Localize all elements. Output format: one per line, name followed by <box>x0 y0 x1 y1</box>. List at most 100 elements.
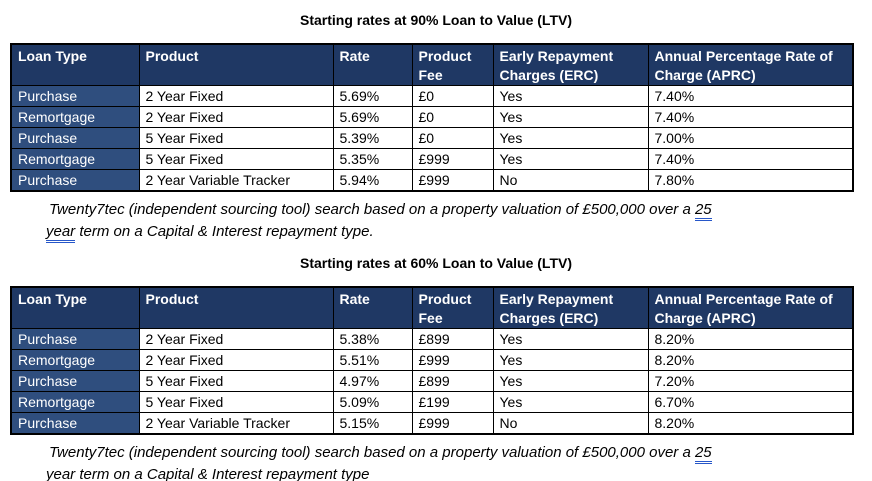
column-header-product: Product <box>138 286 334 329</box>
cell-aprc: 7.20% <box>647 370 854 392</box>
cell-product-fee: £999 <box>411 349 494 371</box>
cell-product: 5 Year Fixed <box>138 148 334 170</box>
table-row: Purchase 5 Year Fixed 5.39% £0 Yes 7.00% <box>10 127 854 149</box>
column-header-product-fee: Product Fee <box>411 43 494 86</box>
cell-erc: Yes <box>492 148 649 170</box>
cell-aprc: 7.40% <box>647 148 854 170</box>
cell-rate: 4.97% <box>332 370 413 392</box>
cell-rate: 5.38% <box>332 328 413 350</box>
cell-rate: 5.94% <box>332 169 413 192</box>
cell-erc: Yes <box>492 370 649 392</box>
table-row: Purchase 2 Year Variable Tracker 5.94% £999… <box>10 169 854 192</box>
ltv-90-section: Starting rates at 90% Loan to Value (LTV… <box>0 12 872 243</box>
cell-rate: 5.69% <box>332 106 413 128</box>
table-row: Purchase 5 Year Fixed 4.97% £899 Yes 7.20% <box>10 370 854 392</box>
ltv-60-section: Starting rates at 60% Loan to Value (LTV… <box>0 255 872 481</box>
cell-rate: 5.35% <box>332 148 413 170</box>
cell-product: 5 Year Fixed <box>138 370 334 392</box>
cell-rate: 5.39% <box>332 127 413 149</box>
column-header-rate: Rate <box>332 43 413 86</box>
cell-rate: 5.69% <box>332 85 413 107</box>
cell-rate: 5.15% <box>332 412 413 435</box>
cell-erc: Yes <box>492 391 649 413</box>
column-header-product-fee: Product Fee <box>411 286 494 329</box>
table-title: Starting rates at 60% Loan to Value (LTV… <box>299 255 572 271</box>
cell-aprc: 7.00% <box>647 127 854 149</box>
cell-aprc: 8.20% <box>647 328 854 350</box>
cell-aprc: 7.40% <box>647 106 854 128</box>
column-header-erc: Early Repayment Charges (ERC) <box>492 286 649 329</box>
row-label-cell: Purchase <box>10 127 140 149</box>
row-label-cell: Purchase <box>10 85 140 107</box>
row-label-cell: Purchase <box>10 328 140 350</box>
cell-aprc: 8.20% <box>647 349 854 371</box>
cell-product: 2 Year Fixed <box>138 349 334 371</box>
table-row: Purchase 2 Year Fixed 5.69% £0 Yes 7.40% <box>10 85 854 107</box>
rates-table: Loan Type Product Rate Product Fee Early Rep… <box>10 43 854 192</box>
cell-erc: Yes <box>492 85 649 107</box>
header-row: Loan Type Product Rate Product Fee Early Rep… <box>10 286 854 329</box>
grammar-underlined-word: 25 <box>694 444 712 464</box>
cell-erc: Yes <box>492 127 649 149</box>
row-label-cell: Remortgage <box>10 148 140 170</box>
grammar-underlined-word: year <box>46 466 76 481</box>
source-note-text: Twenty7tec (independent sourcing tool) s… <box>49 444 695 461</box>
rates-table: Loan Type Product Rate Product Fee Early Rep… <box>10 286 854 435</box>
source-note: Twenty7tec (independent sourcing tool) s… <box>46 442 852 481</box>
table-row: Remortgage 5 Year Fixed 5.09% £199 Yes 6.70% <box>10 391 854 413</box>
rates-tables-container: Starting rates at 90% Loan to Value (LTV… <box>0 12 872 481</box>
cell-aprc: 8.20% <box>647 412 854 435</box>
cell-erc: Yes <box>492 349 649 371</box>
cell-product: 5 Year Fixed <box>138 391 334 413</box>
cell-product-fee: £0 <box>411 85 494 107</box>
table-row: Remortgage 2 Year Fixed 5.69% £0 Yes 7.40% <box>10 106 854 128</box>
table-row: Remortgage 5 Year Fixed 5.35% £999 Yes 7.40% <box>10 148 854 170</box>
table-row: Purchase 2 Year Fixed 5.38% £899 Yes 8.20% <box>10 328 854 350</box>
row-label-cell: Remortgage <box>10 391 140 413</box>
row-label-cell: Purchase <box>10 412 140 435</box>
source-note: Twenty7tec (independent sourcing tool) s… <box>46 199 852 243</box>
cell-product-fee: £899 <box>411 328 494 350</box>
source-note-text: Twenty7tec (independent sourcing tool) s… <box>49 201 695 218</box>
cell-aprc: 6.70% <box>647 391 854 413</box>
cell-product: 2 Year Variable Tracker <box>138 412 334 435</box>
cell-product-fee: £999 <box>411 412 494 435</box>
grammar-underlined-word: year <box>46 223 76 243</box>
cell-erc: Yes <box>492 328 649 350</box>
cell-product: 2 Year Fixed <box>138 106 334 128</box>
cell-product: 5 Year Fixed <box>138 127 334 149</box>
source-note-text: term on a Capital & Interest repayment t… <box>75 223 374 240</box>
column-header-product: Product <box>138 43 334 86</box>
cell-erc: No <box>492 412 649 435</box>
cell-product-fee: £999 <box>411 148 494 170</box>
cell-product-fee: £899 <box>411 370 494 392</box>
cell-rate: 5.51% <box>332 349 413 371</box>
row-label-cell: Purchase <box>10 169 140 192</box>
cell-product: 2 Year Fixed <box>138 328 334 350</box>
cell-erc: Yes <box>492 106 649 128</box>
column-header-rate: Rate <box>332 286 413 329</box>
cell-product-fee: £199 <box>411 391 494 413</box>
cell-rate: 5.09% <box>332 391 413 413</box>
row-label-cell: Remortgage <box>10 106 140 128</box>
column-header-aprc: Annual Percentage Rate of Charge (APRC) <box>647 43 854 86</box>
cell-erc: No <box>492 169 649 192</box>
cell-aprc: 7.80% <box>647 169 854 192</box>
header-row: Loan Type Product Rate Product Fee Early Rep… <box>10 43 854 86</box>
cell-product: 2 Year Fixed <box>138 85 334 107</box>
row-label-cell: Remortgage <box>10 349 140 371</box>
column-header-loan-type: Loan Type <box>10 286 140 329</box>
cell-aprc: 7.40% <box>647 85 854 107</box>
table-row: Remortgage 2 Year Fixed 5.51% £999 Yes 8.20% <box>10 349 854 371</box>
source-note-text: term on a Capital & Interest repayment t… <box>75 466 370 481</box>
cell-product-fee: £999 <box>411 169 494 192</box>
table-row: Purchase 2 Year Variable Tracker 5.15% £999… <box>10 412 854 435</box>
column-header-aprc: Annual Percentage Rate of Charge (APRC) <box>647 286 854 329</box>
cell-product-fee: £0 <box>411 127 494 149</box>
table-title: Starting rates at 90% Loan to Value (LTV… <box>299 12 572 28</box>
cell-product-fee: £0 <box>411 106 494 128</box>
cell-product: 2 Year Variable Tracker <box>138 169 334 192</box>
column-header-loan-type: Loan Type <box>10 43 140 86</box>
row-label-cell: Purchase <box>10 370 140 392</box>
